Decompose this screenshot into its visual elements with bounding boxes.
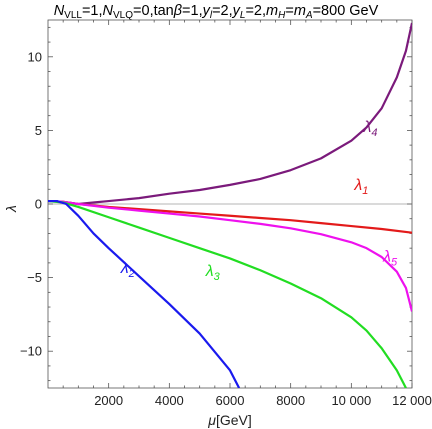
series-line-lambda2	[48, 199, 241, 388]
x-tick-label: 8000	[276, 393, 305, 408]
y-tick-label: 0	[35, 197, 42, 212]
x-tick-label: 10 000	[331, 393, 371, 408]
y-tick-label: −5	[27, 270, 42, 285]
chart-title: NVLL=1,NVLQ=0,tanβ=1,yl=2,yL=2,mH=mA=800…	[54, 3, 379, 21]
x-tick-label: 12 000	[392, 393, 432, 408]
x-axis-label: μ[GeV]	[207, 412, 251, 428]
series-line-lambda5	[48, 199, 412, 312]
curve-labels: λ4 λ1 λ5 λ3 λ2	[120, 119, 398, 283]
series-label-lambda5: λ5	[382, 248, 398, 268]
series-label-lambda2: λ2	[120, 260, 135, 280]
series-line-lambda3	[48, 199, 407, 388]
chart-title-text: NVLL=1,NVLQ=0,tanβ=1,yl=2,yL=2,mH=mA=800…	[54, 3, 379, 21]
series-line-lambda1	[48, 199, 412, 234]
series-line-lambda4	[48, 22, 412, 206]
series-label-lambda3: λ3	[205, 263, 221, 283]
y-axis-label: λ	[3, 205, 19, 213]
y-tick-label: −10	[20, 344, 42, 359]
y-tick-label: 10	[28, 49, 42, 64]
y-tick-label: 5	[35, 123, 42, 138]
x-tick-label: 2000	[94, 393, 123, 408]
x-tick-label: 4000	[155, 393, 184, 408]
series-label-lambda1: λ1	[353, 177, 368, 197]
x-axis-ticks: 2000 4000 6000 8000 10 000 12 000	[62, 20, 432, 408]
series-group	[48, 22, 412, 388]
x-axis-label-text: μ[GeV]	[207, 412, 251, 428]
x-tick-label: 6000	[216, 393, 245, 408]
y-axis-ticks: −10 −5 0 5 10	[20, 26, 412, 382]
series-label-lambda4: λ4	[362, 119, 377, 139]
